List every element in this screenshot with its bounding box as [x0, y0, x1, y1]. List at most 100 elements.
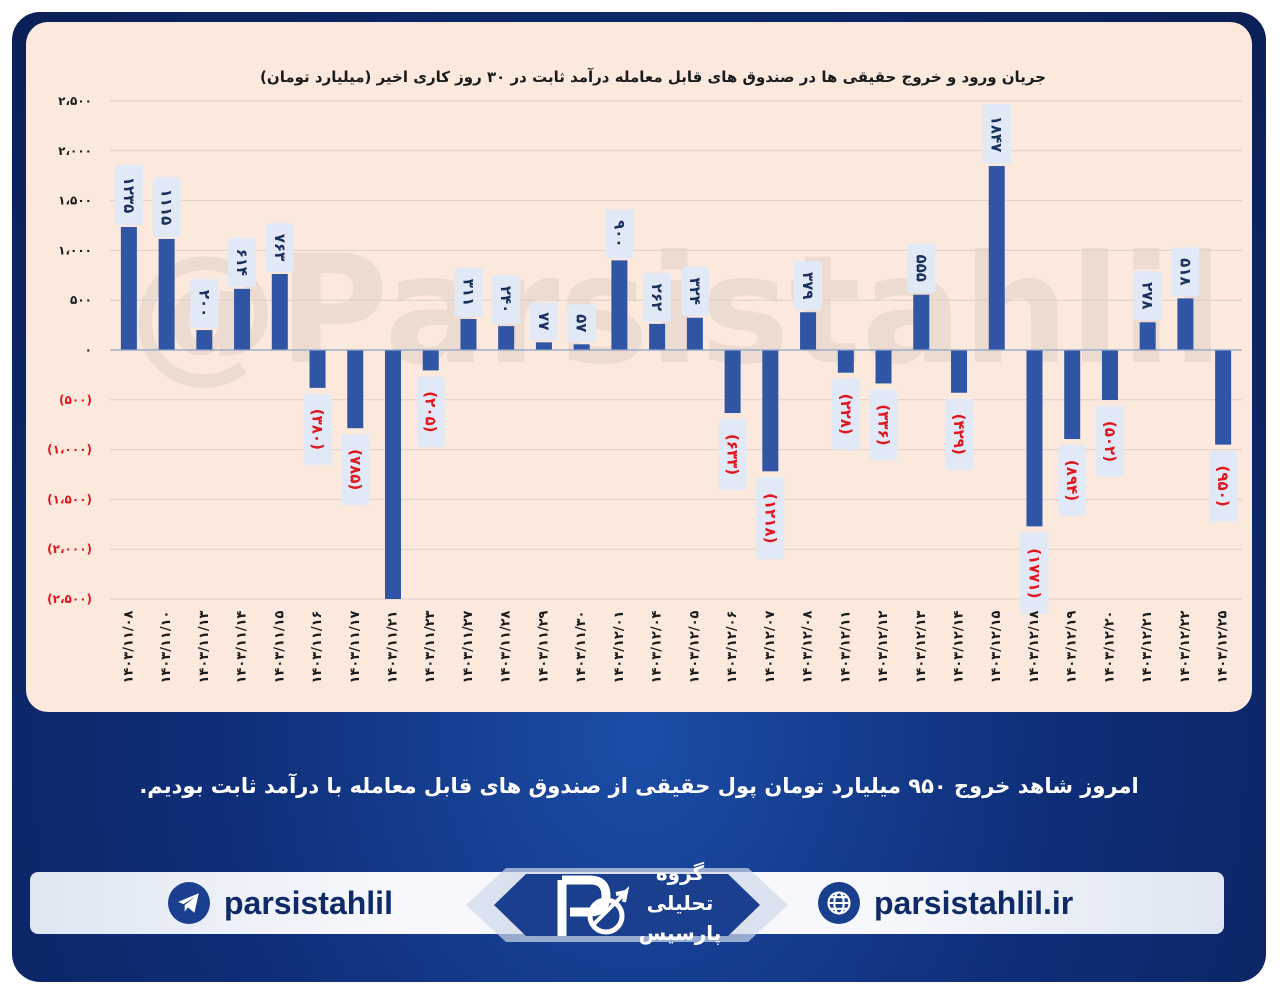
data-label-box	[529, 302, 558, 341]
data-label: ۷۶۳	[271, 234, 289, 261]
x-tick-label: ۱۴۰۳/۱۱/۲۹	[536, 610, 551, 683]
data-label-box	[567, 304, 596, 343]
x-tick-label: ۱۴۰۳/۱۲/۰۱	[612, 611, 627, 684]
bar	[800, 312, 817, 350]
data-label: (۴۲۹)	[950, 414, 968, 455]
x-tick-label: ۱۴۰۳/۱۱/۱۳	[197, 610, 212, 683]
data-label-box	[1058, 445, 1087, 517]
x-tick-label: ۱۴۰۳/۱۲/۱۴	[952, 610, 967, 683]
bar	[422, 350, 439, 371]
logo-text: گروه تحلیلی پارسیس	[620, 858, 740, 948]
bar	[385, 350, 401, 599]
data-label-box	[190, 279, 219, 329]
data-label-box	[869, 389, 898, 461]
website-url: parsistahlil.ir	[874, 884, 1074, 921]
y-tick-label: (۱،۰۰۰)	[47, 443, 92, 457]
data-label-box	[341, 434, 370, 506]
logo-line-2: تحلیلی	[646, 891, 714, 915]
data-label: ۳۷۹	[799, 272, 817, 299]
data-label: (۲۰۵)	[422, 391, 440, 432]
telegram-link[interactable]: parsistahlil	[168, 878, 393, 928]
y-tick-label: ۵۰۰	[70, 293, 92, 307]
data-label-box	[152, 176, 181, 237]
bar	[1177, 298, 1194, 350]
data-label: ۱۲۳۵	[120, 177, 138, 214]
x-tick-label: ۱۴۰۳/۱۲/۱۳	[914, 610, 929, 683]
data-label-box	[492, 275, 521, 325]
poster-frame: @Parsistahlil جریان ورود و خروج حقیقی ها …	[12, 12, 1266, 982]
x-tick-label: ۱۴۰۳/۱۲/۱۲	[876, 610, 891, 683]
data-label: ۹۰۰	[610, 220, 628, 247]
telegram-icon	[168, 882, 210, 924]
x-tick-label: ۱۴۰۳/۱۲/۰۷	[763, 610, 778, 683]
data-label-box	[1095, 405, 1124, 477]
data-label: (۲۲۸)	[837, 394, 855, 435]
data-label-box	[1020, 532, 1049, 615]
data-label-box	[1209, 450, 1238, 522]
x-tick-label: ۱۴۰۳/۱۲/۱۱	[838, 611, 853, 684]
chart-panel: @Parsistahlil جریان ورود و خروج حقیقی ها …	[26, 22, 1252, 712]
data-label-box	[1171, 247, 1200, 297]
x-tick-label: ۱۴۰۳/۱۱/۱۶	[310, 611, 325, 684]
y-tick-label: (۱،۵۰۰)	[47, 492, 92, 506]
data-label: ۱۸۴۷	[988, 116, 1006, 153]
bar	[535, 342, 552, 350]
x-tick-label: ۱۴۰۳/۱۱/۰۸	[121, 610, 136, 683]
chart-title: جریان ورود و خروج حقیقی ها در صندوق های …	[260, 68, 1046, 86]
data-label-box	[718, 419, 747, 491]
data-label: (۳۸۰)	[309, 409, 327, 450]
bar	[196, 330, 213, 350]
data-label: (۹۵۰)	[1214, 466, 1232, 507]
data-label: (۸۹۴)	[1063, 460, 1081, 501]
x-tick-label: ۱۴۰۳/۱۱/۳۰	[574, 611, 589, 684]
bar	[724, 350, 741, 414]
x-tick-label: ۱۴۰۳/۱۲/۰۶	[725, 611, 740, 684]
bar	[649, 323, 666, 350]
data-label-box	[228, 237, 257, 287]
x-tick-label: ۱۴۰۳/۱۱/۲۸	[499, 610, 514, 683]
x-tick-label: ۱۴۰۳/۱۱/۱۵	[272, 610, 287, 683]
bar	[234, 288, 251, 350]
data-label-box	[454, 268, 483, 318]
data-label-box	[756, 477, 785, 560]
x-tick-label: ۱۴۰۳/۱۲/۰۵	[687, 610, 702, 683]
data-label-box	[605, 209, 634, 259]
bar	[158, 238, 175, 350]
y-tick-label: ۰	[85, 343, 92, 357]
bar	[611, 260, 628, 350]
data-label-box	[794, 261, 823, 311]
x-tick-label: ۱۴۰۳/۱۲/۲۵	[1216, 610, 1231, 683]
data-label-box	[945, 398, 973, 470]
logo-line-3: پارسیس	[638, 921, 722, 945]
data-label: (۱۲۱۸)	[761, 493, 779, 543]
data-label: ۷۷	[535, 312, 553, 330]
bar	[347, 350, 364, 429]
bar	[875, 350, 892, 384]
data-label: ۱۱۱۵	[158, 189, 176, 226]
logo-mark-icon	[557, 875, 630, 936]
x-tick-label: ۱۴۰۳/۱۱/۲۷	[461, 610, 476, 683]
data-label-box	[907, 243, 936, 293]
x-tick-label: ۱۴۰۳/۱۱/۱۴	[235, 610, 250, 683]
data-label: ۳۱۱	[459, 279, 477, 306]
bar	[1139, 322, 1156, 350]
y-tick-label: (۲،۵۰۰)	[47, 592, 92, 606]
bar	[837, 350, 854, 373]
bar	[988, 166, 1005, 350]
data-label-box	[303, 393, 332, 465]
website-link[interactable]: parsistahlil.ir	[818, 878, 1073, 928]
data-label: ۲۰۰	[195, 290, 213, 317]
bar	[951, 350, 967, 393]
x-tick-label: ۱۴۰۳/۱۱/۲۳	[423, 610, 438, 683]
x-tick-label: ۱۴۰۳/۱۲/۰۴	[650, 610, 665, 683]
bar	[913, 294, 930, 350]
bar	[120, 226, 137, 350]
bar	[686, 317, 703, 350]
data-label: ۳۲۴	[686, 277, 704, 304]
telegram-handle: parsistahlil	[224, 884, 393, 921]
bar	[1215, 350, 1232, 445]
data-label: (۶۳۳)	[724, 434, 742, 475]
x-tick-label: ۱۴۰۳/۱۱/۱۰	[159, 611, 174, 684]
logo-line-1: گروه	[655, 861, 705, 885]
